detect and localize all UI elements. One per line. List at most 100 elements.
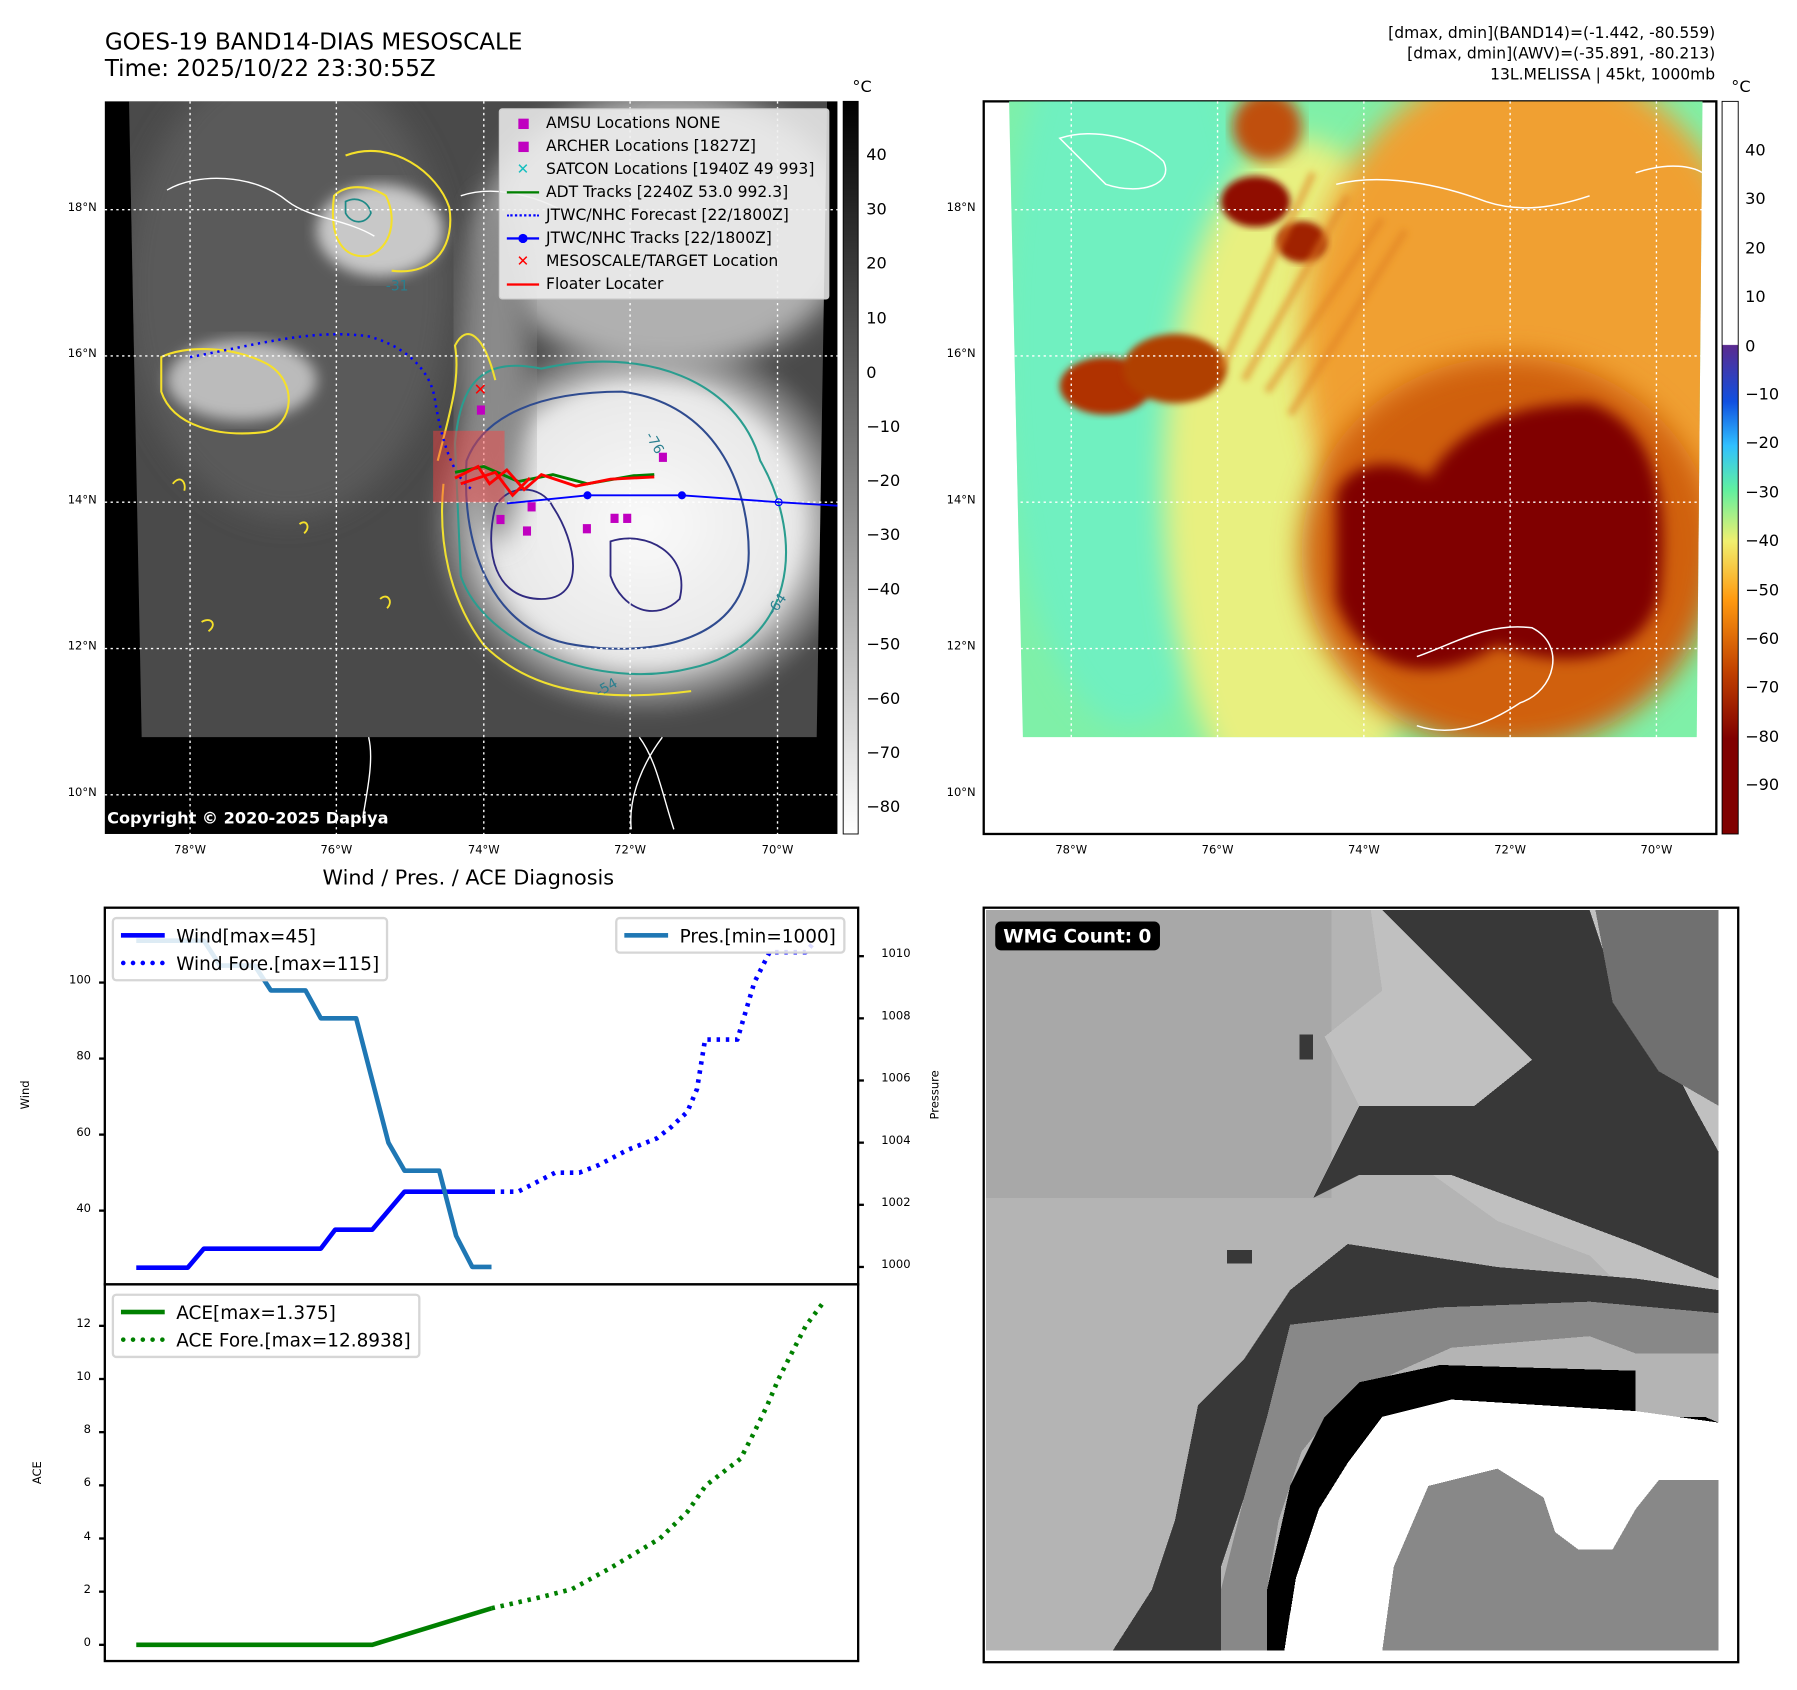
- y-tick-label: 10: [76, 1370, 92, 1384]
- pressure-legend-swatch: [624, 933, 669, 938]
- wind-legend-swatch: [120, 933, 165, 938]
- right-colorbar-unit: °C: [1731, 78, 1751, 97]
- dotted-legend-icon: [500, 214, 546, 217]
- right-colorbar-tick: −60: [1745, 630, 1780, 649]
- figure-title: GOES-19 BAND14-DIAS MESOSCALE Time: 2025…: [104, 28, 523, 82]
- left-colorbar-unit: °C: [852, 78, 872, 97]
- right-colorbar-tick: −40: [1745, 532, 1780, 551]
- wind-legend: Wind[max=45] Wind Fore.[max=115]: [111, 916, 389, 982]
- map-legend-entry: ✕ SATCON Locations [1940Z 49 993]: [500, 158, 828, 181]
- y-tick-label: 100: [69, 974, 92, 988]
- lon-label: 76°W: [320, 844, 353, 858]
- lon-label: 70°W: [761, 844, 794, 858]
- lat-label: 18°N: [946, 201, 976, 215]
- right-map-gridlines: [1009, 101, 1703, 738]
- coastline: [362, 736, 675, 830]
- y-tick-label: 6: [83, 1477, 92, 1490]
- ace-forecast-legend-label: ACE Fore.[max=12.8938]: [176, 1328, 411, 1351]
- y-tick-label: 4: [83, 1530, 92, 1544]
- y-tick-label: 60: [76, 1126, 92, 1140]
- right-colorbar-tick: 0: [1745, 337, 1756, 356]
- ace-forecast-legend-swatch: [120, 1337, 165, 1342]
- right-colorbar-tick: −30: [1745, 483, 1780, 502]
- storm-summary: 13L.MELISSA | 45kt, 1000mb: [1490, 65, 1716, 85]
- left-colorbar-tick: −50: [866, 635, 901, 654]
- left-colorbar-tick: −20: [866, 472, 901, 491]
- left-colorbar-tick: 0: [866, 363, 877, 383]
- right-colorbar-tick: −70: [1745, 678, 1780, 698]
- title-time: Time: 2025/10/22 23:30:55Z: [104, 54, 436, 82]
- map-legend-entry: AMSU Locations NONE: [500, 112, 828, 135]
- left-colorbar-tick: 10: [866, 309, 887, 328]
- lon-label: 78°W: [1055, 844, 1088, 858]
- awv-range: [dmax, dmin](AWV)=(-35.891, -80.213): [1407, 44, 1716, 64]
- lon-label: 70°W: [1640, 844, 1673, 858]
- map-legend-label: ADT Tracks [2240Z 53.0 992.3]: [546, 183, 789, 202]
- jtwc-track-points: [583, 491, 783, 507]
- map-legend-entry: JTWC/NHC Tracks [22/1800Z]: [500, 227, 828, 250]
- x-legend-icon: ✕: [516, 160, 530, 178]
- y2-tick-label: 1010: [881, 948, 911, 961]
- wind-legend-label: Wind[max=45]: [176, 924, 316, 947]
- lat-label: 12°N: [946, 640, 976, 654]
- right-colorbar-tick: 10: [1745, 288, 1766, 307]
- map-legend-label: JTWC/NHC Forecast [22/1800Z]: [546, 206, 789, 225]
- y-tick-label: 40: [76, 1202, 92, 1216]
- map-legend-label: AMSU Locations NONE: [546, 114, 721, 133]
- left-colorbar: [842, 100, 859, 835]
- target-marker-icon: ✕: [474, 380, 487, 399]
- series-line-ace-fore-: [491, 1300, 826, 1611]
- ace-legend-label: ACE[max=1.375]: [176, 1301, 336, 1323]
- y2-tick-label: 1006: [881, 1072, 911, 1086]
- map-legend-entry: ✕ MESOSCALE/TARGET Location: [500, 250, 828, 273]
- y-tick-label: 80: [76, 1050, 92, 1064]
- y-tick-label: 2: [83, 1583, 92, 1597]
- right-colorbar-tick: −20: [1745, 434, 1780, 454]
- ace-axis-label: ACE: [31, 1461, 45, 1485]
- y2-tick-label: 1008: [881, 1010, 911, 1023]
- ace-axes: [103, 1283, 860, 1663]
- line-legend-icon: [500, 283, 546, 286]
- y-tick-label: 0: [83, 1636, 92, 1650]
- right-colorbar-tick: −90: [1745, 776, 1780, 796]
- map-legend-label: Floater Locater: [546, 275, 664, 294]
- storm-info: [dmax, dmin](BAND14)=(-1.442, -80.559) […: [1388, 23, 1715, 85]
- left-colorbar-tick: −60: [866, 689, 901, 709]
- lon-label: 78°W: [174, 844, 206, 858]
- wmg-image: [986, 910, 1719, 1651]
- lat-label: 10°N: [67, 786, 97, 800]
- map-legend-label: MESOSCALE/TARGET Location: [546, 252, 779, 271]
- lat-label: 18°N: [67, 201, 97, 215]
- lat-label: 16°N: [946, 347, 976, 361]
- series-line-ace: [136, 1606, 493, 1648]
- series-line-wind: [136, 1189, 492, 1270]
- map-legend-label: SATCON Locations [1940Z 49 993]: [546, 160, 815, 179]
- left-colorbar-tick: 30: [866, 200, 887, 220]
- pressure-axis-label: Pressure: [929, 1070, 943, 1120]
- chart-title: Wind / Pres. / ACE Diagnosis: [322, 866, 615, 891]
- contour-label: -31: [386, 278, 409, 294]
- left-map-gridlines: [104, 101, 838, 834]
- left-colorbar-tick: −30: [866, 526, 901, 546]
- y-tick-label: 12: [76, 1317, 92, 1331]
- right-colorbar-tick: −10: [1745, 385, 1780, 405]
- square-legend-icon: [500, 118, 546, 129]
- right-colorbar-tick: −80: [1745, 727, 1780, 747]
- band14-range: [dmax, dmin](BAND14)=(-1.442, -80.559): [1388, 24, 1716, 43]
- lat-label: 14°N: [946, 494, 976, 507]
- map-legend-entry: Floater Locater: [500, 273, 828, 296]
- adt-track: [454, 465, 655, 486]
- series-line-wind-fore-: [491, 943, 814, 1194]
- map-legend-label: JTWC/NHC Tracks [22/1800Z]: [546, 229, 772, 248]
- y2-tick-label: 1000: [881, 1258, 911, 1272]
- left-colorbar-tick: 20: [866, 254, 887, 274]
- map-legend-entry: ADT Tracks [2240Z 53.0 992.3]: [500, 181, 828, 204]
- series-line-pres-: [136, 938, 492, 1270]
- pressure-legend-label: Pres.[min=1000]: [679, 924, 836, 947]
- left-colorbar-tick: −10: [866, 417, 901, 437]
- jtwc-forecast-track: [189, 333, 474, 491]
- lon-label: 74°W: [1347, 844, 1380, 858]
- right-map-imagery: [1009, 101, 1703, 738]
- lat-label: 10°N: [946, 786, 976, 800]
